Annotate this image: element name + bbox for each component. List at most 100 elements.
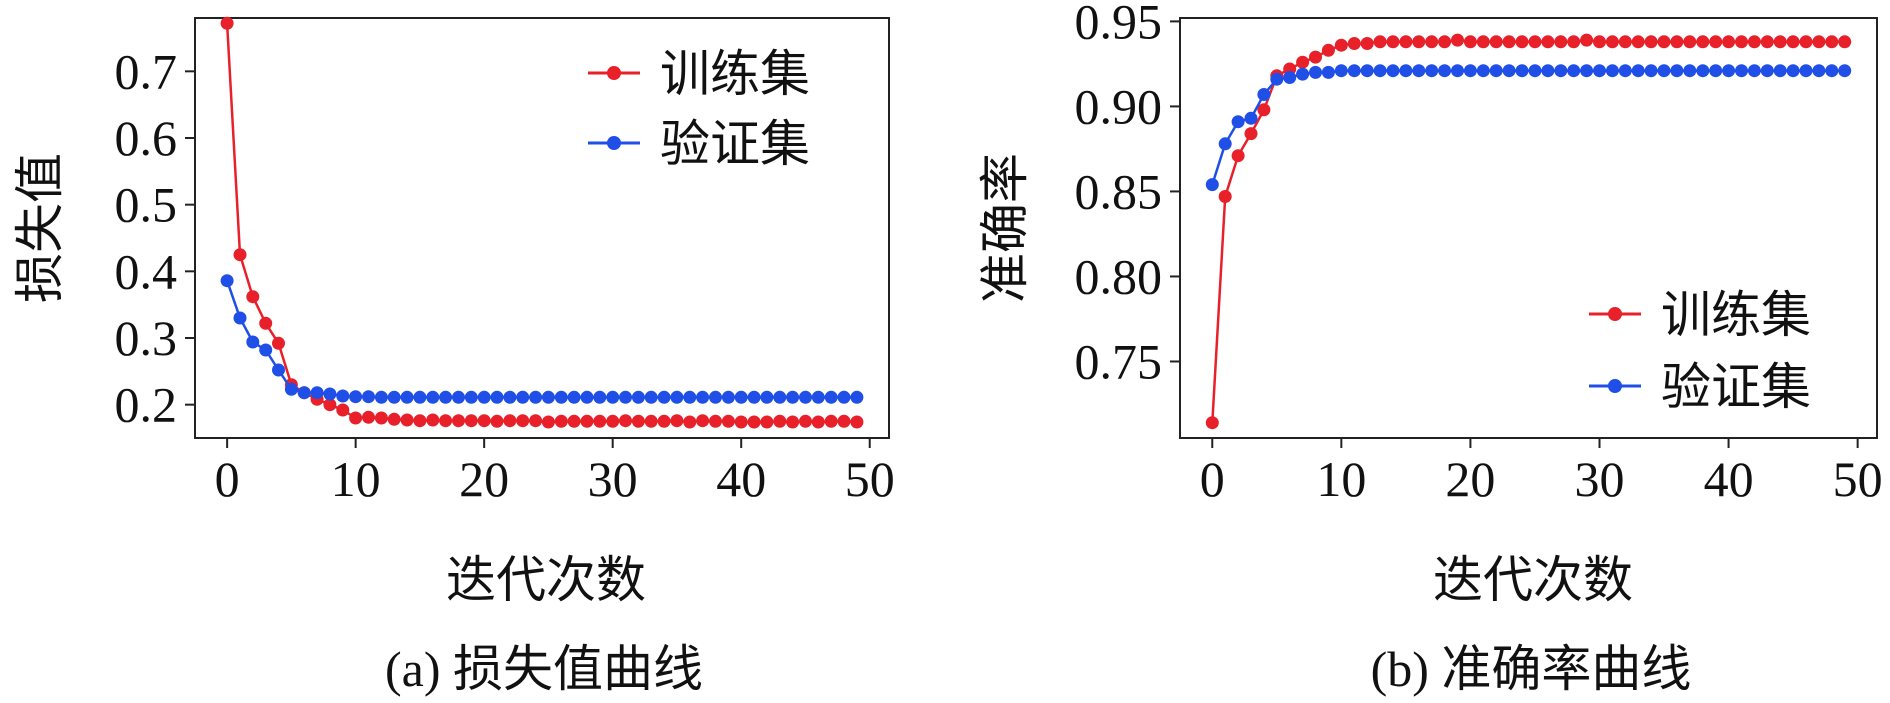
- loss-train-point: [670, 414, 684, 428]
- loss-val-point: [349, 390, 363, 404]
- loss-val-point: [439, 390, 453, 404]
- loss-x-tick-label: 50: [845, 451, 895, 507]
- loss-val-point: [657, 390, 671, 404]
- accuracy-train-point: [1747, 35, 1761, 49]
- loss-legend-train-label: 训练集: [660, 46, 810, 102]
- accuracy-val-point: [1696, 64, 1710, 78]
- accuracy-val-point: [1722, 64, 1736, 78]
- loss-train-point: [709, 414, 722, 428]
- accuracy-legend-train-marker: [1608, 307, 1622, 321]
- accuracy-val-point: [1683, 64, 1697, 78]
- accuracy-train-point: [1373, 35, 1387, 49]
- accuracy-legend: 训练集 验证集: [1589, 287, 1811, 415]
- loss-val-point: [721, 390, 735, 404]
- accuracy-train-point: [1399, 35, 1413, 49]
- accuracy-val-point: [1425, 64, 1439, 78]
- loss-train-point: [387, 412, 401, 426]
- loss-train-point: [439, 414, 453, 428]
- accuracy-val-point: [1618, 64, 1632, 78]
- loss-x-tick-label: 40: [716, 451, 766, 507]
- loss-train-point: [696, 414, 710, 428]
- accuracy-train-point: [1593, 35, 1606, 49]
- loss-caption: (a) 损失值曲线: [385, 641, 703, 697]
- accuracy-val-point: [1373, 64, 1387, 78]
- loss-train-point: [773, 414, 787, 428]
- accuracy-val-point: [1489, 64, 1503, 78]
- loss-train-point: [490, 414, 504, 428]
- accuracy-train-point: [1683, 35, 1697, 49]
- loss-val-point: [464, 390, 478, 404]
- accuracy-val-line: [1211, 69, 1845, 185]
- accuracy-y-axis-title: 准确率: [977, 153, 1033, 303]
- loss-val-line: [225, 280, 857, 399]
- accuracy-legend-val-label: 验证集: [1661, 359, 1811, 415]
- accuracy-train-point: [1722, 35, 1736, 49]
- accuracy-val-point: [1541, 64, 1555, 78]
- accuracy-val-point: [1644, 64, 1658, 78]
- loss-val-point: [799, 390, 812, 404]
- accuracy-val-point: [1296, 67, 1310, 81]
- accuracy-train-point: [1360, 37, 1374, 50]
- accuracy-train-point: [1631, 35, 1645, 49]
- accuracy-train-point: [1554, 35, 1568, 49]
- accuracy-val-point: [1567, 64, 1581, 78]
- loss-val-point: [837, 390, 851, 404]
- accuracy-train-point: [1386, 35, 1400, 49]
- loss-val-point: [850, 390, 864, 404]
- accuracy-train-point: [1257, 103, 1271, 117]
- accuracy-train-point: [1786, 35, 1800, 49]
- accuracy-val-point: [1773, 64, 1787, 78]
- loss-val-point: [323, 387, 337, 401]
- loss-train-point: [259, 316, 273, 330]
- loss-train-point: [541, 415, 555, 429]
- accuracy-val-point: [1631, 64, 1645, 78]
- accuracy-val-point: [1399, 64, 1413, 78]
- accuracy-x-axis: 0 10 20 30 40 50: [1200, 438, 1883, 507]
- loss-train-point: [323, 398, 337, 412]
- accuracy-val-point: [1515, 64, 1529, 78]
- loss-val-point: [220, 274, 234, 288]
- accuracy-x-tick-label: 10: [1316, 451, 1366, 507]
- accuracy-x-tick-label: 30: [1574, 451, 1624, 507]
- accuracy-x-tick-label: 20: [1445, 451, 1495, 507]
- accuracy-train-point: [1825, 35, 1839, 49]
- accuracy-val-point: [1593, 64, 1606, 78]
- loss-train-point: [631, 414, 645, 428]
- loss-y-axis-title: 损失值: [12, 153, 68, 303]
- loss-val-point: [773, 390, 787, 404]
- accuracy-train-point: [1231, 149, 1245, 163]
- loss-val-point: [541, 390, 555, 404]
- loss-train-point: [220, 16, 234, 30]
- loss-val-point: [683, 390, 697, 404]
- loss-train-point: [721, 414, 735, 428]
- loss-val-point: [747, 390, 761, 404]
- loss-val-point: [426, 390, 440, 404]
- loss-y-tick-label: 0.5: [115, 177, 178, 233]
- accuracy-legend-val-marker: [1608, 379, 1622, 393]
- accuracy-val-point: [1657, 64, 1671, 78]
- accuracy-val-point: [1476, 64, 1490, 78]
- accuracy-train-point: [1670, 35, 1684, 49]
- accuracy-val-point: [1812, 64, 1826, 78]
- accuracy-train-point: [1244, 127, 1258, 141]
- loss-train-point: [516, 414, 530, 428]
- accuracy-x-tick-label: 50: [1833, 451, 1883, 507]
- accuracy-x-tick-label: 0: [1200, 451, 1225, 507]
- loss-val-point: [490, 390, 504, 404]
- accuracy-x-axis-title: 迭代次数: [1433, 552, 1633, 608]
- loss-y-tick-label: 0.7: [115, 43, 178, 99]
- loss-x-tick-label: 0: [215, 451, 240, 507]
- loss-val-point: [272, 363, 285, 377]
- loss-train-point: [426, 413, 440, 427]
- accuracy-train-point: [1812, 35, 1826, 49]
- accuracy-y-tick-label: 0.75: [1075, 333, 1163, 389]
- loss-legend: 训练集 验证集: [588, 46, 810, 172]
- loss-val-point: [619, 390, 632, 404]
- loss-train-point: [850, 415, 864, 429]
- loss-x-axis: 0 10 20 30 40 50: [215, 438, 895, 507]
- accuracy-train-point: [1296, 55, 1310, 69]
- loss-train-point: [477, 414, 491, 428]
- accuracy-val-point: [1386, 64, 1400, 78]
- loss-y-tick-label: 0.2: [115, 377, 178, 433]
- accuracy-val-point: [1347, 64, 1361, 78]
